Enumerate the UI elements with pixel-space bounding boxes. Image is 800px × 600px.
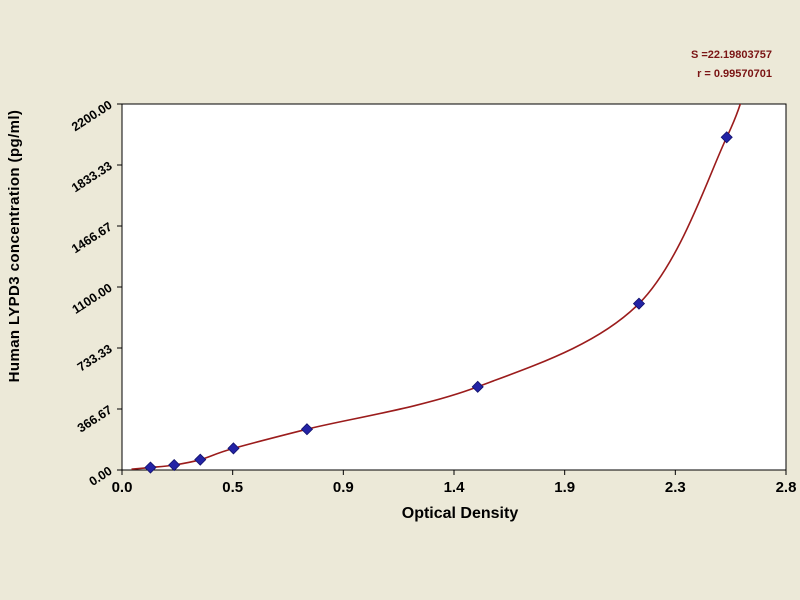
data-point xyxy=(194,453,207,466)
data-point xyxy=(168,458,181,472)
y-axis-title: Human LYPD3 concentration (pg/ml) xyxy=(6,109,23,383)
y-tick-label: 1466.67 xyxy=(69,220,115,256)
y-tick-label: 0.00 xyxy=(87,464,115,489)
data-point xyxy=(300,423,314,436)
data-point xyxy=(632,297,646,310)
y-tick-label: 1100.00 xyxy=(70,281,115,317)
data-point xyxy=(227,442,240,455)
x-tick-label: 0.5 xyxy=(222,479,243,496)
x-tick-label: 0.9 xyxy=(333,479,354,496)
y-tick-label: 366.67 xyxy=(75,403,115,436)
fit-statistics: S =22.19803757 r = 0.99570701 xyxy=(691,46,772,84)
x-axis-title: Optical Density xyxy=(401,505,519,522)
x-tick-label: 2.3 xyxy=(665,479,686,496)
y-tick-label: 2200.00 xyxy=(69,98,115,134)
x-tick-label: 1.4 xyxy=(444,479,466,496)
x-tick-label: 0.0 xyxy=(112,479,133,496)
r-value: r = 0.99570701 xyxy=(697,68,772,80)
plot-background xyxy=(121,103,787,471)
y-tick-label: 733.33 xyxy=(75,342,115,375)
data-point xyxy=(144,461,157,474)
s-value: S =22.19803757 xyxy=(690,49,772,61)
x-tick-label: 1.9 xyxy=(554,479,575,496)
data-point xyxy=(471,380,484,393)
data-point xyxy=(720,131,733,144)
y-tick-label: 1833.33 xyxy=(69,159,115,195)
x-tick-label: 2.8 xyxy=(776,479,797,496)
